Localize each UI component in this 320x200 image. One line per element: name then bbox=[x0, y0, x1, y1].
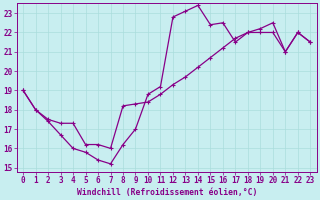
X-axis label: Windchill (Refroidissement éolien,°C): Windchill (Refroidissement éolien,°C) bbox=[76, 188, 257, 197]
